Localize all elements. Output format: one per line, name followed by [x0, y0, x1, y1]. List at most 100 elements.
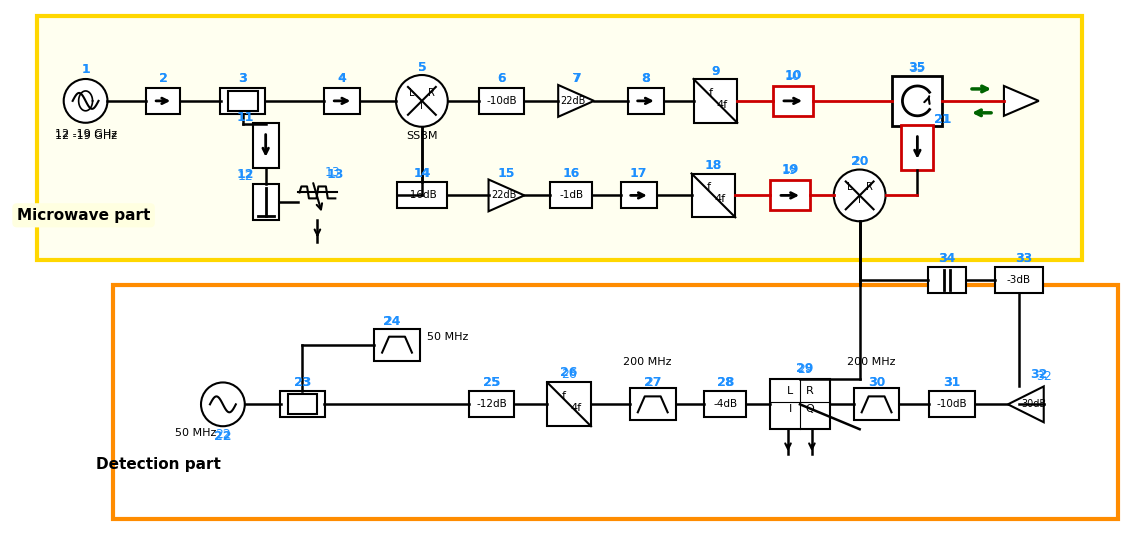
Text: -10dB: -10dB: [486, 96, 517, 106]
Text: 20: 20: [851, 155, 868, 168]
Text: 30: 30: [869, 376, 885, 389]
Text: 200 MHz: 200 MHz: [623, 356, 672, 366]
Text: R: R: [429, 88, 435, 98]
Bar: [113, 285, 1118, 519]
Text: 15: 15: [499, 167, 515, 180]
Text: 50 MHz: 50 MHz: [426, 332, 469, 342]
Text: 31: 31: [944, 376, 960, 389]
FancyBboxPatch shape: [928, 267, 966, 293]
Text: 35: 35: [910, 62, 925, 75]
Text: I: I: [858, 195, 861, 205]
FancyBboxPatch shape: [220, 88, 265, 114]
FancyBboxPatch shape: [288, 394, 317, 414]
Circle shape: [201, 382, 245, 426]
Text: 17: 17: [630, 167, 646, 180]
Text: 4f: 4f: [715, 194, 725, 205]
FancyBboxPatch shape: [630, 388, 676, 420]
Text: 10: 10: [785, 69, 801, 82]
Text: 9: 9: [712, 64, 720, 78]
Polygon shape: [693, 79, 737, 123]
Text: 2: 2: [159, 73, 167, 85]
Text: 25: 25: [482, 376, 501, 389]
Text: 2: 2: [159, 73, 167, 85]
Text: 22dB: 22dB: [560, 96, 586, 106]
Text: 9: 9: [711, 64, 720, 78]
Text: 8: 8: [642, 73, 650, 85]
FancyBboxPatch shape: [854, 388, 900, 420]
Text: 32: 32: [1036, 370, 1052, 383]
Text: 13: 13: [324, 166, 340, 179]
Text: 11: 11: [238, 111, 253, 124]
FancyBboxPatch shape: [770, 180, 810, 210]
Text: Detection part: Detection part: [96, 456, 221, 471]
Polygon shape: [1008, 387, 1044, 422]
Text: 26: 26: [560, 366, 578, 379]
Text: 12: 12: [238, 170, 253, 183]
Text: 28: 28: [717, 376, 733, 389]
Text: 18: 18: [706, 159, 721, 172]
Text: 14: 14: [414, 167, 431, 180]
Text: 31: 31: [943, 376, 960, 389]
Text: 29: 29: [798, 363, 813, 376]
FancyBboxPatch shape: [479, 88, 525, 114]
Text: 26: 26: [562, 368, 578, 381]
FancyBboxPatch shape: [550, 183, 592, 208]
Text: 25: 25: [484, 376, 500, 389]
Text: 11: 11: [237, 111, 254, 124]
Text: 3: 3: [238, 73, 248, 85]
Text: 35: 35: [909, 60, 926, 74]
Text: 15: 15: [497, 167, 516, 180]
Polygon shape: [558, 85, 594, 117]
Text: -10dB: -10dB: [937, 399, 967, 409]
Text: 22: 22: [214, 430, 231, 443]
FancyBboxPatch shape: [705, 392, 746, 417]
Text: 6: 6: [497, 73, 505, 85]
FancyBboxPatch shape: [280, 392, 324, 417]
Text: -1dB: -1dB: [559, 190, 583, 200]
Text: 10: 10: [784, 69, 802, 81]
Text: 1: 1: [81, 63, 91, 75]
FancyBboxPatch shape: [774, 86, 813, 116]
Text: 4f: 4f: [571, 403, 582, 413]
FancyBboxPatch shape: [621, 183, 657, 208]
Text: 34: 34: [940, 251, 955, 265]
Text: f: f: [708, 88, 713, 98]
Text: 21: 21: [934, 113, 950, 127]
FancyBboxPatch shape: [770, 379, 830, 429]
Text: 50 MHz: 50 MHz: [175, 428, 217, 438]
Text: 4: 4: [338, 73, 346, 85]
Text: 12 -19 GHz: 12 -19 GHz: [55, 131, 117, 141]
Text: -3dB: -3dB: [1007, 275, 1031, 285]
Text: R: R: [866, 183, 873, 192]
Polygon shape: [1004, 86, 1038, 116]
Text: 28: 28: [716, 376, 735, 389]
Text: 32: 32: [1030, 368, 1047, 381]
Text: 22: 22: [215, 428, 230, 441]
Text: 23: 23: [295, 376, 311, 389]
FancyBboxPatch shape: [228, 91, 258, 111]
Text: 5: 5: [417, 60, 426, 74]
Circle shape: [397, 75, 448, 127]
FancyBboxPatch shape: [893, 76, 942, 126]
Text: 18: 18: [705, 159, 722, 172]
Text: L: L: [847, 183, 853, 192]
Text: 12 -19 GHz: 12 -19 GHz: [55, 129, 117, 139]
Text: 22dB: 22dB: [490, 190, 516, 200]
Text: 3: 3: [238, 73, 246, 85]
Text: 19: 19: [782, 163, 799, 176]
Text: R: R: [806, 387, 814, 397]
Text: 16: 16: [563, 167, 580, 180]
Text: 30: 30: [868, 376, 885, 389]
Bar: [37, 16, 1082, 260]
Text: 29: 29: [796, 362, 814, 375]
Text: 19: 19: [782, 164, 798, 177]
Polygon shape: [548, 382, 591, 426]
Text: 7: 7: [572, 73, 581, 85]
Text: 27: 27: [644, 376, 661, 389]
Text: 4: 4: [338, 73, 346, 85]
FancyBboxPatch shape: [147, 88, 180, 114]
FancyBboxPatch shape: [995, 267, 1043, 293]
Text: f: f: [706, 183, 711, 192]
Text: 21: 21: [934, 113, 952, 127]
Circle shape: [64, 79, 108, 123]
